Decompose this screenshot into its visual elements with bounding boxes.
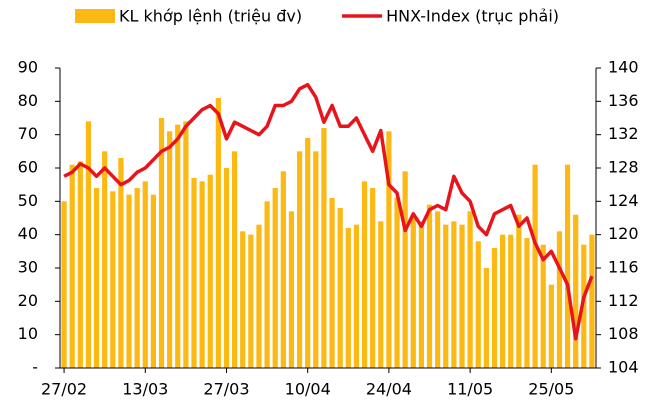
bar — [459, 224, 465, 368]
legend-swatch — [75, 9, 115, 23]
bar — [207, 174, 213, 368]
bar — [240, 231, 246, 368]
x-tick-label: 27/02 — [41, 380, 87, 399]
line — [63, 82, 594, 341]
bar — [378, 221, 384, 368]
bar — [102, 151, 108, 368]
bar — [418, 221, 424, 368]
y2-tick-label: 136 — [608, 91, 639, 110]
bar — [426, 204, 433, 368]
bar — [69, 164, 75, 368]
bar — [573, 214, 579, 368]
bar — [150, 194, 156, 368]
bar — [77, 161, 83, 368]
y2-tick-label: 112 — [608, 291, 639, 310]
y2-tick-label: 124 — [608, 191, 639, 210]
y2-tick-label: 104 — [608, 358, 639, 377]
bar — [516, 214, 522, 368]
bar — [402, 171, 408, 368]
bar — [232, 151, 238, 368]
bar — [272, 188, 278, 368]
bar — [540, 244, 546, 368]
bar — [386, 131, 392, 368]
y-tick-label: 80 — [18, 91, 38, 110]
legend-label: HNX-Index (trục phải) — [386, 7, 559, 26]
bar — [556, 231, 563, 368]
bar — [248, 234, 254, 368]
y-tick-label: - — [32, 358, 38, 377]
y2-tick-label: 120 — [608, 224, 639, 243]
y-tick-label: 40 — [18, 224, 38, 243]
y-tick-label: 50 — [18, 191, 38, 210]
bar — [500, 234, 506, 368]
bar — [329, 198, 335, 368]
bar — [183, 121, 189, 368]
bar — [134, 188, 140, 368]
bar — [483, 268, 489, 368]
y2-tick-label: 108 — [608, 324, 639, 343]
bar — [264, 201, 270, 368]
bar — [288, 211, 295, 368]
y2-tick-label: 116 — [608, 258, 639, 277]
bar — [223, 168, 230, 368]
bar — [508, 234, 514, 368]
x-tick-label: 10/04 — [285, 380, 331, 399]
y2-tick-label: 128 — [608, 158, 639, 177]
bar — [110, 191, 116, 368]
bar — [313, 151, 319, 368]
x-tick-label: 27/03 — [203, 380, 249, 399]
bar — [564, 164, 571, 368]
bar — [199, 181, 205, 368]
bar — [215, 98, 221, 368]
bar — [589, 234, 595, 368]
bar — [410, 218, 416, 368]
y2-tick-label: 140 — [608, 58, 639, 77]
bar — [61, 201, 67, 368]
bar — [475, 241, 481, 368]
y-tick-label: 90 — [18, 58, 38, 77]
legend-label: KL khớp lệnh (triệu đv) — [119, 7, 302, 26]
bar — [118, 158, 124, 368]
bar — [296, 151, 303, 368]
x-tick-label: 25/05 — [528, 380, 574, 399]
bar — [337, 208, 343, 368]
bar — [443, 224, 449, 368]
bar — [524, 238, 530, 368]
x-tick-label: 13/03 — [122, 380, 168, 399]
bar — [548, 284, 554, 368]
bar — [394, 198, 400, 368]
bar — [467, 211, 473, 368]
y-tick-label: 20 — [18, 291, 38, 310]
bar — [491, 248, 498, 368]
bar — [581, 244, 587, 368]
bar — [305, 138, 311, 368]
y2-tick-label: 132 — [608, 124, 639, 143]
y-tick-label: 10 — [18, 324, 38, 343]
bar — [370, 188, 376, 368]
bar — [175, 124, 181, 369]
bar — [191, 178, 197, 368]
bar — [142, 181, 148, 368]
bar — [345, 228, 351, 368]
y-tick-label: 70 — [18, 124, 38, 143]
x-tick-label: 11/05 — [447, 380, 493, 399]
bar — [93, 188, 100, 368]
bar — [353, 224, 360, 368]
bar — [256, 224, 262, 368]
bar — [158, 118, 165, 368]
bar — [280, 171, 286, 368]
y-tick-label: 60 — [18, 158, 38, 177]
bar — [167, 131, 173, 368]
bar — [532, 164, 538, 368]
bar — [435, 211, 441, 368]
bar — [451, 221, 457, 368]
bar — [85, 121, 92, 368]
x-tick-label: 24/04 — [366, 380, 412, 399]
y-tick-label: 30 — [18, 258, 38, 277]
bar — [126, 194, 132, 368]
bar — [321, 128, 327, 368]
bar — [361, 181, 368, 368]
